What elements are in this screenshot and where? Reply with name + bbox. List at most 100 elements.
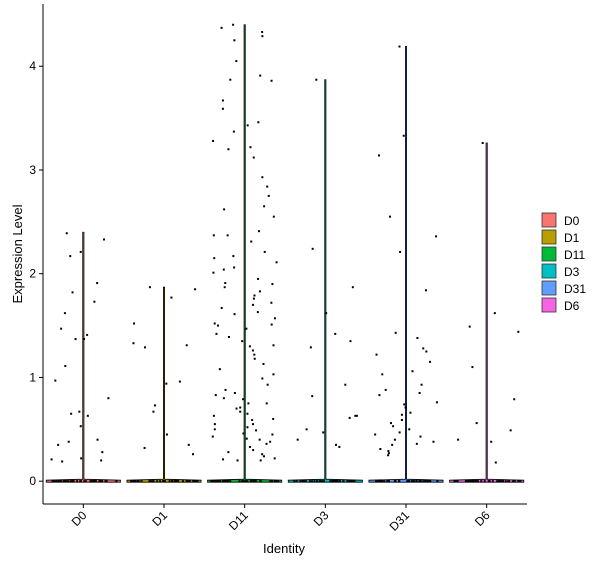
zero-point-D31 <box>429 480 432 483</box>
point-D11 <box>222 397 225 400</box>
zero-point-D3 <box>322 480 325 483</box>
point-D0 <box>96 438 99 441</box>
zero-point-D3 <box>346 480 349 483</box>
point-D11 <box>227 451 230 454</box>
axes: 0 1 2 3 4 D0 D1 D11 D3 D31 D6 <box>29 4 527 534</box>
point-D11 <box>266 383 269 386</box>
point-D11 <box>272 344 275 347</box>
zero-point-D1 <box>163 480 166 483</box>
zero-point-D0 <box>69 480 72 483</box>
zero-point-D0 <box>79 480 82 483</box>
point-D11 <box>263 205 266 208</box>
point-D31 <box>374 433 377 436</box>
point-D0 <box>57 443 60 446</box>
point-D11 <box>226 234 229 237</box>
zero-point-D11 <box>259 480 262 483</box>
zero-point-D0 <box>83 480 86 483</box>
zero-point-D6 <box>466 480 469 483</box>
plot-area <box>45 23 525 483</box>
point-D31 <box>390 422 393 425</box>
zero-point-D3 <box>308 480 311 483</box>
point-D11 <box>259 74 262 77</box>
point-D11 <box>250 240 253 243</box>
point-D11 <box>246 426 249 429</box>
point-D31 <box>375 353 378 356</box>
zero-point-D1 <box>133 480 136 483</box>
zero-point-D6 <box>473 480 476 483</box>
point-D0 <box>65 232 68 235</box>
zero-point-D1 <box>173 480 176 483</box>
point-D11 <box>222 458 225 461</box>
zero-point-D31 <box>426 480 429 483</box>
point-D11 <box>266 185 269 188</box>
zero-point-D3 <box>352 480 355 483</box>
zero-point-D3 <box>342 480 345 483</box>
zero-point-D31 <box>419 480 422 483</box>
zero-point-D0 <box>105 480 108 483</box>
point-D31 <box>422 347 425 350</box>
x-tick-label: D6 <box>472 508 493 529</box>
y-tick-label: 3 <box>29 163 36 177</box>
zero-point-D6 <box>456 480 459 483</box>
point-D6 <box>457 438 460 441</box>
zero-point-D0 <box>101 480 104 483</box>
point-D3 <box>322 431 325 434</box>
point-D1 <box>165 433 168 436</box>
point-D11 <box>213 428 216 431</box>
point-D0 <box>86 333 89 336</box>
zero-point-D0 <box>91 480 94 483</box>
point-D0 <box>70 412 73 415</box>
point-D6 <box>493 312 496 315</box>
point-D31 <box>409 411 412 414</box>
point-D6 <box>494 461 497 464</box>
zero-point-D6 <box>517 480 520 483</box>
point-D3 <box>311 395 314 398</box>
zero-point-D1 <box>151 480 154 483</box>
point-D6 <box>513 398 516 401</box>
point-D31 <box>404 406 407 409</box>
point-D0 <box>74 338 77 341</box>
zero-point-D0 <box>99 480 102 483</box>
zero-point-D3 <box>311 480 314 483</box>
point-D6 <box>475 422 478 425</box>
violin-D1 <box>126 286 202 483</box>
point-D31 <box>378 154 381 157</box>
zero-point-D0 <box>76 480 79 483</box>
point-D1 <box>154 404 157 407</box>
zero-point-D3 <box>295 480 298 483</box>
zero-point-D0 <box>84 480 87 483</box>
zero-point-D11 <box>218 480 221 483</box>
point-D0 <box>79 425 82 428</box>
zero-point-D1 <box>185 480 188 483</box>
point-D11 <box>272 417 275 420</box>
point-D31 <box>425 289 428 292</box>
point-D11 <box>272 215 275 218</box>
point-D11 <box>258 290 261 293</box>
zero-point-D31 <box>415 480 418 483</box>
point-D11 <box>252 423 255 426</box>
point-D3 <box>338 445 341 448</box>
point-D0 <box>78 410 81 413</box>
zero-point-D11 <box>238 480 241 483</box>
point-D3 <box>325 312 328 315</box>
point-D11 <box>214 394 217 397</box>
point-D31 <box>419 435 422 438</box>
point-D11 <box>271 283 274 286</box>
point-D31 <box>420 383 423 386</box>
point-D11 <box>222 268 225 271</box>
zero-point-D3 <box>320 480 323 483</box>
point-D11 <box>270 323 273 326</box>
zero-point-D0 <box>62 480 65 483</box>
zero-point-D1 <box>130 480 133 483</box>
point-D3 <box>349 340 352 343</box>
point-D11 <box>212 414 215 417</box>
point-D6 <box>471 366 474 369</box>
point-D11 <box>232 255 235 258</box>
zero-point-D3 <box>313 480 316 483</box>
zero-point-D6 <box>501 480 504 483</box>
point-D1 <box>165 382 168 385</box>
point-D0 <box>107 397 110 400</box>
zero-point-D1 <box>152 480 155 483</box>
point-D1 <box>185 344 188 347</box>
point-D0 <box>101 451 104 454</box>
